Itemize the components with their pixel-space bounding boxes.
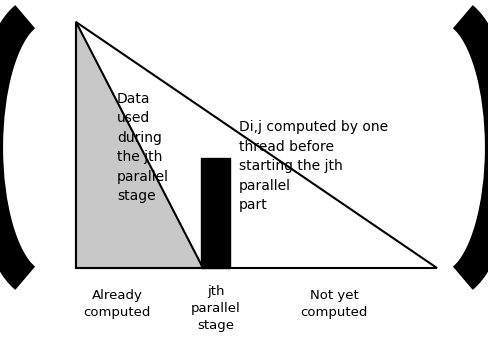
Text: Not yet
computed: Not yet computed [301, 288, 368, 319]
Text: jth
parallel
stage: jth parallel stage [191, 285, 241, 332]
Text: Di,j computed by one
thread before
starting the jth
parallel
part: Di,j computed by one thread before start… [239, 120, 388, 212]
Bar [201, 158, 230, 268]
Text: Data
used
during
the jth
parallel
stage: Data used during the jth parallel stage [117, 92, 169, 203]
Polygon shape [76, 22, 437, 268]
Text: Already
computed: Already computed [83, 288, 151, 319]
Polygon shape [76, 22, 203, 268]
